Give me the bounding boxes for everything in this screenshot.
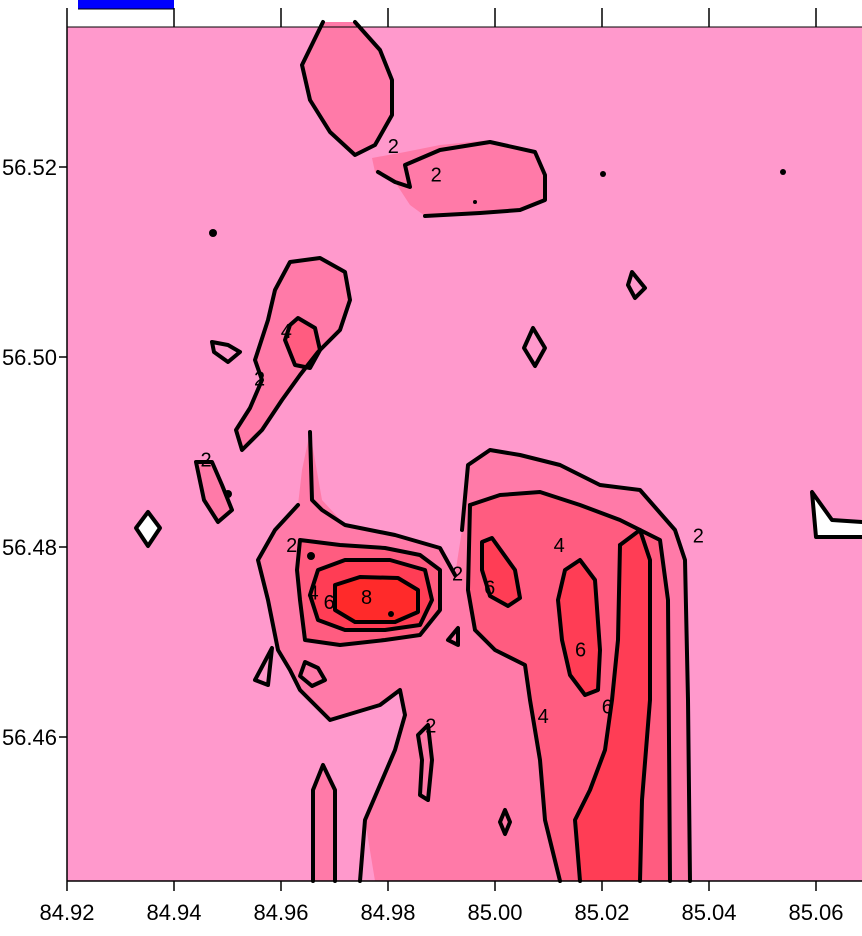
- level-2-region-south-finger-west: [313, 765, 335, 881]
- contour-line-main-outer: [308, 430, 457, 577]
- contour-dot-6: [473, 200, 477, 204]
- contour-line-central-8: [333, 575, 420, 624]
- contour-line-east-outer: [460, 448, 692, 883]
- contour-line-small-triangle: [446, 626, 460, 647]
- contour-dot-1: [600, 171, 606, 177]
- contour-line-small-pocket-b: [253, 646, 274, 687]
- contour-level-label: 2: [693, 525, 704, 547]
- contour-line-east-4-inner: [466, 503, 562, 883]
- contour-line-small-ring-b: [626, 270, 647, 300]
- x-tick-label: 84.92: [39, 900, 94, 925]
- contour-level-label: 2: [425, 715, 436, 737]
- x-tick-label: 85.06: [788, 900, 843, 925]
- contour-level-label: 6: [575, 639, 586, 661]
- x-tick-label: 84.94: [146, 900, 201, 925]
- y-tick-label: 56.46: [2, 725, 57, 750]
- x-tick-label: 85.04: [681, 900, 736, 925]
- contour-line-east-6-column-west: [573, 543, 622, 883]
- contour-line-north: [300, 20, 394, 157]
- contour-line-east-4: [468, 490, 672, 883]
- contour-line-east-6-column: [618, 528, 652, 883]
- contour-line-central-6: [308, 558, 434, 632]
- contour-dot-2: [780, 169, 786, 175]
- y-tick-label: 56.52: [2, 155, 57, 180]
- level-8-region-core: [335, 577, 418, 622]
- y-tick-label: 56.50: [2, 345, 57, 370]
- contour-line-north-east: [376, 140, 547, 218]
- x-tick-label: 84.98: [360, 900, 415, 925]
- level-2-region-south-west: [196, 462, 232, 522]
- contour-level-label: 6: [602, 696, 613, 718]
- contour-line-south-west-ring: [194, 460, 234, 524]
- axes: [66, 26, 862, 882]
- x-tick-label: 85.02: [574, 900, 629, 925]
- contour-dot-7: [224, 490, 232, 498]
- contour-level-label: 2: [286, 535, 297, 557]
- contour-line-west-arm: [234, 256, 352, 452]
- y-tick-label: 56.48: [2, 535, 57, 560]
- contour-line-east-6-band: [556, 558, 602, 697]
- level-4-region-west-arm: [285, 318, 320, 368]
- contour-lines: [134, 20, 862, 883]
- contour-line-west-arm-inner: [283, 316, 322, 370]
- contour-line-main-west: [256, 503, 407, 883]
- contour-line-small-lens: [416, 723, 434, 802]
- contour-line-white-hole-east: [810, 490, 862, 539]
- x-tick-label: 85.00: [467, 900, 522, 925]
- contour-level-label: 4: [538, 706, 549, 728]
- contour-level-label: 6: [324, 592, 335, 614]
- contour-level-label: 2: [388, 136, 399, 158]
- contour-line-small-ring-c: [522, 326, 547, 368]
- contour-line-small-ring-a: [210, 340, 242, 364]
- contour-level-label: 6: [484, 578, 495, 600]
- contour-level-label: 2: [254, 369, 265, 391]
- contour-dot-5: [388, 611, 394, 617]
- contour-line-south-finger: [311, 763, 337, 883]
- contour-line-east-6-small: [480, 536, 522, 608]
- contour-line-small-diamond-south: [498, 808, 512, 836]
- level-6-region-east-small: [482, 538, 520, 606]
- contour-dot-4: [307, 552, 315, 560]
- contour-line-central-4: [295, 538, 442, 647]
- x-axis-ticks: 84.92 84.94 84.96 84.98 85.00 85.02 85.04 85.06: [39, 8, 844, 925]
- contour-level-label: 2: [431, 164, 442, 186]
- top-color-legend-strip: [78, 0, 174, 9]
- contour-line-small-pocket: [298, 660, 327, 688]
- contour-level-label: 2: [201, 449, 212, 471]
- contour-level-label: 8: [361, 587, 372, 609]
- contour-level-label: 4: [554, 535, 565, 557]
- y-axis-ticks: 56.46 56.48 56.50 56.52: [2, 155, 67, 750]
- contour-level-label: 4: [281, 321, 292, 343]
- contour-dot-3: [209, 229, 217, 237]
- contour-line-white-hole-west: [134, 510, 162, 548]
- contour-level-label: 2: [452, 563, 463, 585]
- white-hole-east-edge: [812, 492, 862, 537]
- contour-level-label: 4: [308, 582, 319, 604]
- x-tick-label: 84.96: [253, 900, 308, 925]
